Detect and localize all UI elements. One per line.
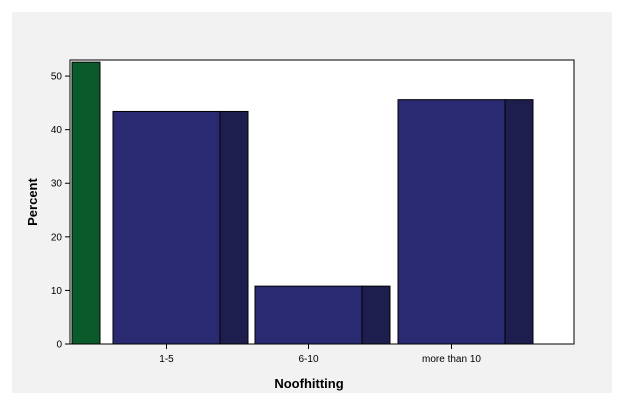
y-tick-label: 50 bbox=[51, 72, 63, 83]
bar-0 bbox=[71, 61, 101, 345]
x-axis: 1-5 6-10 more than 10 bbox=[159, 344, 481, 365]
x-tick-label: 6-10 bbox=[298, 354, 318, 365]
bar-1-shade bbox=[219, 110, 249, 345]
x-tick-label: 1-5 bbox=[159, 354, 174, 365]
y-tick-label: 30 bbox=[51, 179, 63, 190]
bar-3 bbox=[397, 99, 506, 345]
bars-group bbox=[71, 61, 534, 345]
bar-2-shade bbox=[361, 285, 391, 345]
y-tick-label: 20 bbox=[51, 232, 63, 243]
y-tick-label: 10 bbox=[51, 286, 63, 297]
bar-1 bbox=[112, 110, 221, 345]
bar-3-shade bbox=[504, 99, 534, 345]
y-axis: 0 10 20 30 40 50 bbox=[51, 72, 70, 351]
y-axis-title: Percent bbox=[25, 177, 40, 225]
x-axis-title: Noofhitting bbox=[274, 376, 343, 391]
bar-2 bbox=[254, 285, 363, 345]
x-tick-label: more than 10 bbox=[422, 354, 481, 365]
y-tick-label: 40 bbox=[51, 125, 63, 136]
y-tick-label: 0 bbox=[56, 340, 62, 351]
